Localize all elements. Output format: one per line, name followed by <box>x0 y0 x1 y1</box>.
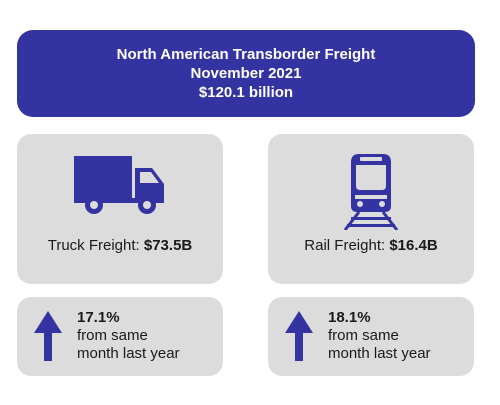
train-icon <box>343 154 399 230</box>
truck-freight-value: $73.5B <box>143 237 193 254</box>
arrow-up-icon <box>285 311 313 361</box>
rail-change-card: 18.1% from same month last year <box>268 297 474 376</box>
header-banner: North American Transborder Freight Novem… <box>17 30 475 117</box>
truck-icon <box>74 156 164 214</box>
rail-change-text: 18.1% from same month last year <box>328 309 431 363</box>
header-period: November 2021 <box>190 65 302 82</box>
rail-freight-value: $16.4B <box>389 237 438 254</box>
truck-change-line1: from same <box>77 327 148 344</box>
truck-change-card: 17.1% from same month last year <box>17 297 223 376</box>
header-title: North American Transborder Freight <box>116 46 376 63</box>
rail-change-pct: 18.1% <box>328 309 371 326</box>
truck-change-text: 17.1% from same month last year <box>77 309 180 363</box>
truck-freight-card: Truck Freight: $73.5B <box>17 134 223 284</box>
arrow-up-icon <box>34 311 62 361</box>
rail-freight-card: Rail Freight: $16.4B <box>268 134 474 284</box>
truck-freight-label: Truck Freight: $73.5B <box>47 237 193 254</box>
rail-change-line1: from same <box>328 327 399 344</box>
header-total: $120.1 billion <box>198 84 294 101</box>
truck-change-pct: 17.1% <box>77 309 120 326</box>
rail-change-line2: month last year <box>328 345 431 362</box>
rail-freight-label: Rail Freight: $16.4B <box>304 237 438 254</box>
truck-change-line2: month last year <box>77 345 180 362</box>
